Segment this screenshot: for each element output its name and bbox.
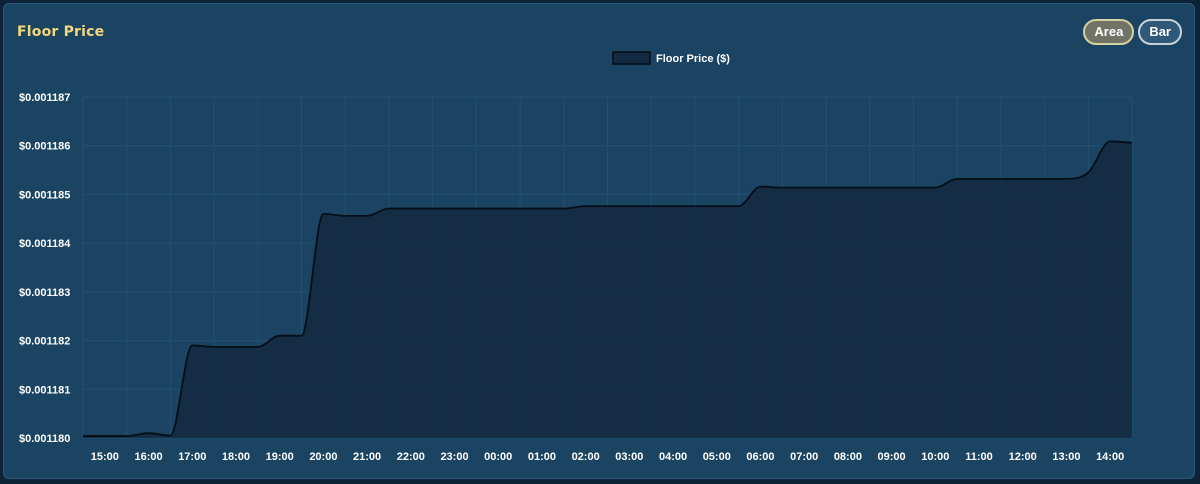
floor-price-line [83, 140, 1133, 437]
x-tick-label: 12:00 [1009, 451, 1037, 463]
chart-title: Floor Price [17, 24, 105, 40]
x-tick-label: 13:00 [1052, 451, 1080, 463]
x-axis: 15:00 16:00 17:00 18:00 19:00 20:00 21:00 22:00… [91, 451, 1124, 463]
y-axis: $0.001180 $0.001181 $0.001182 $0.001183 $0.0… [19, 92, 71, 445]
x-tick-label: 09:00 [878, 451, 906, 463]
x-tick-label: 07:00 [790, 451, 818, 463]
x-tick-label: 21:00 [353, 451, 381, 463]
floor-price-area [83, 141, 1132, 438]
x-tick-label: 23:00 [440, 451, 468, 463]
x-tick-label: 03:00 [615, 451, 643, 463]
x-tick-label: 20:00 [309, 451, 337, 463]
x-tick-label: 01:00 [528, 451, 556, 463]
bar-toggle-button[interactable]: Bar [1138, 19, 1182, 45]
x-tick-label: 04:00 [659, 451, 687, 463]
x-tick-label: 19:00 [266, 451, 294, 463]
area-toggle-button[interactable]: Area [1083, 19, 1135, 45]
legend-label[interactable]: Floor Price ($) [656, 53, 730, 65]
legend-swatch[interactable] [612, 51, 651, 65]
x-tick-label: 02:00 [572, 451, 600, 463]
y-tick-label: $0.001187 [19, 92, 70, 104]
y-tick-label: $0.001184 [19, 238, 71, 250]
area-layer [83, 140, 1133, 438]
x-tick-label: 22:00 [397, 451, 425, 463]
x-tick-label: 18:00 [222, 451, 250, 463]
y-tick-label: $0.001185 [19, 189, 70, 201]
y-tick-label: $0.001182 [19, 336, 70, 348]
x-tick-label: 16:00 [134, 451, 162, 463]
x-tick-label: 10:00 [921, 451, 949, 463]
y-tick-label: $0.001180 [19, 433, 70, 445]
x-tick-label: 15:00 [91, 451, 119, 463]
x-tick-label: 08:00 [834, 451, 862, 463]
x-tick-label: 06:00 [746, 451, 774, 463]
x-tick-label: 14:00 [1096, 451, 1124, 463]
x-tick-label: 17:00 [178, 451, 206, 463]
y-tick-label: $0.001186 [19, 141, 70, 153]
y-tick-label: $0.001183 [19, 287, 70, 299]
x-tick-label: 05:00 [703, 451, 731, 463]
chart-type-toggle: Area Bar [1083, 19, 1182, 45]
x-tick-label: 00:00 [484, 451, 512, 463]
x-tick-label: 11:00 [965, 451, 993, 463]
legend: Floor Price ($) [612, 51, 730, 65]
y-tick-label: $0.001181 [19, 384, 70, 396]
